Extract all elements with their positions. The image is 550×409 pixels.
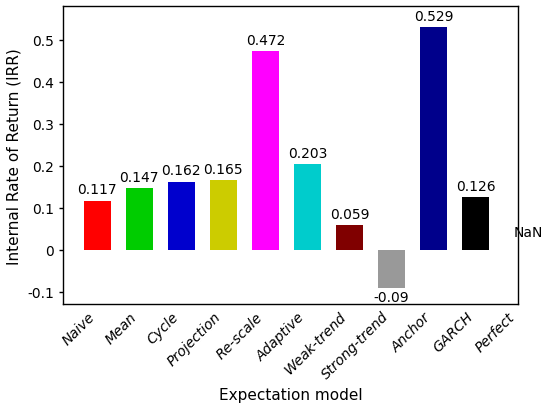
Bar: [420, 28, 447, 250]
Bar: [168, 182, 195, 250]
Text: 0.472: 0.472: [246, 34, 285, 48]
Y-axis label: Internal Rate of Return (IRR): Internal Rate of Return (IRR): [7, 48, 22, 264]
Text: 0.059: 0.059: [330, 207, 369, 221]
Bar: [84, 201, 111, 250]
Bar: [126, 189, 153, 250]
Bar: [378, 250, 405, 288]
X-axis label: Expectation model: Expectation model: [219, 387, 362, 402]
Text: -0.09: -0.09: [374, 290, 409, 304]
Text: 0.162: 0.162: [162, 164, 201, 178]
Bar: [252, 52, 279, 250]
Text: 0.165: 0.165: [204, 163, 243, 177]
Text: NaN: NaN: [513, 226, 543, 240]
Text: 0.126: 0.126: [456, 179, 496, 193]
Bar: [336, 225, 363, 250]
Bar: [294, 165, 321, 250]
Text: 0.117: 0.117: [78, 183, 117, 197]
Text: 0.147: 0.147: [119, 170, 159, 184]
Bar: [210, 181, 237, 250]
Bar: [462, 197, 490, 250]
Text: 0.203: 0.203: [288, 147, 327, 161]
Text: 0.529: 0.529: [414, 10, 453, 24]
